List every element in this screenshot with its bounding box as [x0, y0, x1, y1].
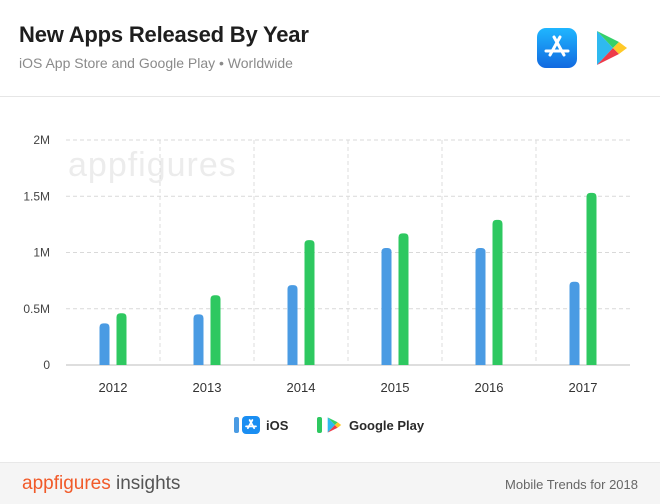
y-tick-label: 0.5M	[23, 302, 50, 316]
x-tick-label: 2012	[99, 380, 128, 395]
app-store-icon	[242, 416, 260, 434]
bar-google-play-2013	[210, 295, 221, 365]
chart-header: New Apps Released By Year iOS App Store …	[0, 0, 660, 97]
y-tick-label: 1M	[33, 246, 50, 260]
bar-google-play-2016	[492, 219, 503, 365]
bar-chart: 0 0.5M 1M 1.5M 2M 2012 2013 2014 2015 2016 2017	[23, 133, 630, 395]
bar-ios-2017	[569, 281, 580, 365]
bar-google-play-2017	[586, 192, 597, 365]
footer: appfigures insights Mobile Trends for 20…	[0, 462, 660, 504]
x-tick-label: 2016	[475, 380, 504, 395]
bar-ios-2015	[381, 248, 392, 365]
google-play-icon	[597, 31, 627, 65]
bar-ios-2013	[193, 314, 204, 365]
chart-title: New Apps Released By Year	[19, 22, 309, 47]
legend-swatch-google-play	[317, 417, 322, 433]
x-tick-label: 2015	[381, 380, 410, 395]
report-label: Mobile Trends for 2018	[505, 477, 638, 492]
legend-label-google-play: Google Play	[349, 417, 425, 433]
y-tick-label: 1.5M	[23, 189, 50, 203]
app-store-icon	[537, 28, 577, 68]
y-tick-label: 2M	[33, 133, 50, 147]
bar-google-play-2012	[116, 313, 127, 365]
brand-name: appfigures	[22, 473, 111, 494]
google-play-icon	[327, 417, 342, 433]
bar-google-play-2015	[398, 233, 409, 365]
legend-swatch-ios	[234, 417, 239, 433]
chart-area: appfigures 0 0.5M 1M 1.5M 2M 2012 2013 2014 2015…	[0, 96, 660, 446]
legend-item-ios: iOS	[234, 414, 288, 436]
bar-ios-2012	[99, 323, 110, 365]
legend-item-google-play: Google Play	[317, 414, 424, 436]
legend-label-ios: iOS	[266, 417, 289, 433]
chart-subtitle: iOS App Store and Google Play • Worldwid…	[19, 55, 293, 71]
brand-suffix: insights	[110, 473, 181, 494]
brand-logo: appfigures insights	[22, 473, 180, 495]
bar-ios-2016	[475, 248, 486, 365]
legend: iOS Google Play	[0, 414, 660, 438]
watermark: appfigures	[68, 146, 237, 184]
x-tick-label: 2014	[287, 380, 316, 395]
y-tick-label: 0	[43, 358, 50, 372]
bar-google-play-2014	[304, 240, 315, 365]
x-tick-label: 2013	[193, 380, 222, 395]
bar-ios-2014	[287, 285, 298, 365]
x-tick-label: 2017	[569, 380, 598, 395]
